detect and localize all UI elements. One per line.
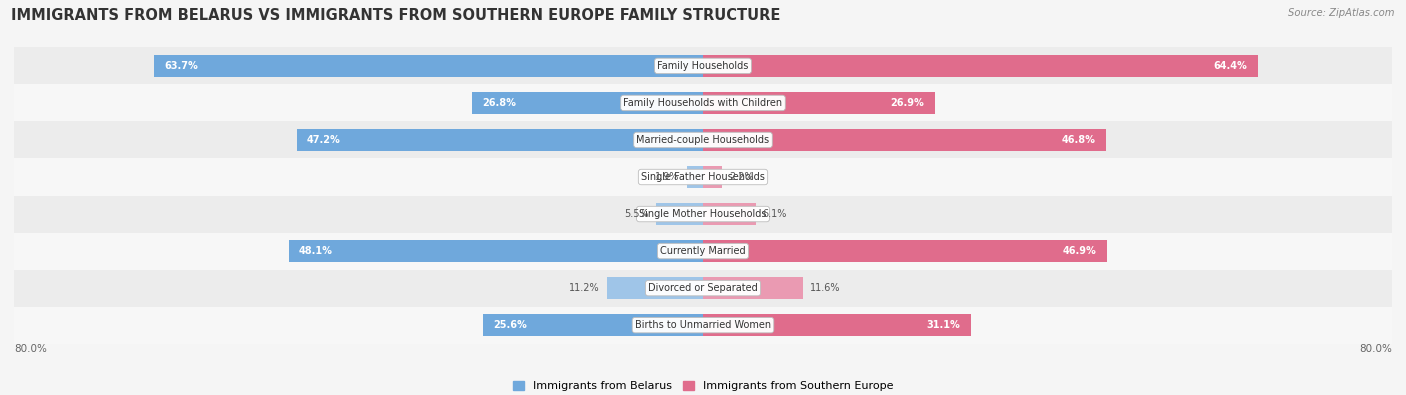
Bar (297, 129, 703, 151)
Text: 80.0%: 80.0% (14, 344, 46, 354)
Text: 11.2%: 11.2% (569, 283, 599, 293)
Text: 5.5%: 5.5% (624, 209, 648, 219)
Text: 26.9%: 26.9% (890, 98, 924, 108)
Text: 63.7%: 63.7% (165, 61, 198, 71)
Text: 46.9%: 46.9% (1063, 246, 1097, 256)
Text: Single Mother Households: Single Mother Households (640, 209, 766, 219)
Text: 6.1%: 6.1% (762, 209, 787, 219)
Text: Source: ZipAtlas.com: Source: ZipAtlas.com (1288, 8, 1395, 18)
Text: 2.2%: 2.2% (728, 172, 754, 182)
Bar (14, 233, 1392, 269)
Bar (14, 269, 1392, 307)
Bar (155, 55, 703, 77)
Bar (14, 85, 1392, 121)
Bar (686, 166, 703, 188)
Text: Family Households with Children: Family Households with Children (623, 98, 783, 108)
Text: 47.2%: 47.2% (307, 135, 340, 145)
Bar (703, 166, 721, 188)
Bar (482, 314, 703, 336)
Bar (14, 307, 1392, 344)
Bar (703, 203, 755, 225)
Legend: Immigrants from Belarus, Immigrants from Southern Europe: Immigrants from Belarus, Immigrants from… (513, 381, 893, 391)
Bar (703, 314, 970, 336)
Bar (703, 240, 1107, 262)
Text: 26.8%: 26.8% (482, 98, 516, 108)
Text: 1.9%: 1.9% (655, 172, 679, 182)
Bar (14, 158, 1392, 196)
Bar (288, 240, 703, 262)
Text: Family Households: Family Households (658, 61, 748, 71)
Text: 11.6%: 11.6% (810, 283, 841, 293)
Text: Divorced or Separated: Divorced or Separated (648, 283, 758, 293)
Text: 64.4%: 64.4% (1213, 61, 1247, 71)
Text: Married-couple Households: Married-couple Households (637, 135, 769, 145)
Text: Births to Unmarried Women: Births to Unmarried Women (636, 320, 770, 330)
Bar (14, 121, 1392, 158)
Bar (703, 129, 1107, 151)
Text: IMMIGRANTS FROM BELARUS VS IMMIGRANTS FROM SOUTHERN EUROPE FAMILY STRUCTURE: IMMIGRANTS FROM BELARUS VS IMMIGRANTS FR… (11, 8, 780, 23)
Bar (703, 55, 1257, 77)
Bar (14, 47, 1392, 85)
Text: Currently Married: Currently Married (661, 246, 745, 256)
Bar (655, 203, 703, 225)
Bar (14, 196, 1392, 233)
Text: Single Father Households: Single Father Households (641, 172, 765, 182)
Bar (703, 277, 803, 299)
Text: 25.6%: 25.6% (494, 320, 527, 330)
Text: 31.1%: 31.1% (927, 320, 960, 330)
Text: 80.0%: 80.0% (1360, 344, 1392, 354)
Bar (703, 92, 935, 114)
Text: 48.1%: 48.1% (299, 246, 333, 256)
Bar (472, 92, 703, 114)
Bar (606, 277, 703, 299)
Text: 46.8%: 46.8% (1062, 135, 1095, 145)
